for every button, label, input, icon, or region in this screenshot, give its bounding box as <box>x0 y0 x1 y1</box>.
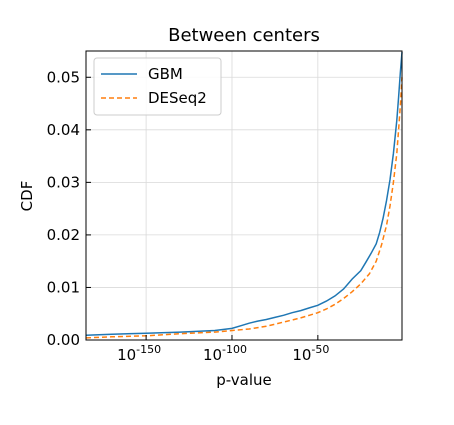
plot-frame <box>85 50 403 341</box>
legend-label-deseq2: DESeq2 <box>148 89 207 107</box>
series-line-deseq2 <box>85 77 403 339</box>
x-tick-label: 10-150 <box>117 343 161 364</box>
x-axis-label: p-value <box>216 371 272 389</box>
y-tick-label: 0.05 <box>47 68 80 86</box>
y-tick-label: 0.03 <box>47 173 80 191</box>
y-tick-label: 0.04 <box>47 121 80 139</box>
x-tick-label: 10-100 <box>203 343 247 364</box>
y-tick-label: 0.01 <box>47 278 80 296</box>
y-tick-label: 0.00 <box>47 331 80 349</box>
y-axis-label: CDF <box>18 181 36 212</box>
x-tick-label: 10-50 <box>292 343 329 364</box>
series-line-gbm <box>85 52 403 337</box>
grid <box>86 51 402 340</box>
chart-title: Between centers <box>168 25 320 46</box>
tick-labels: 10-150 10-100 10-50 0.00 0.01 0.02 0.03 0.04 0.0… <box>47 68 330 364</box>
legend: GBM DESeq2 <box>93 57 222 116</box>
legend-label-gbm: GBM <box>148 65 183 83</box>
legend-box <box>93 57 222 116</box>
y-tick-label: 0.02 <box>47 226 80 244</box>
series-lines <box>85 52 403 339</box>
